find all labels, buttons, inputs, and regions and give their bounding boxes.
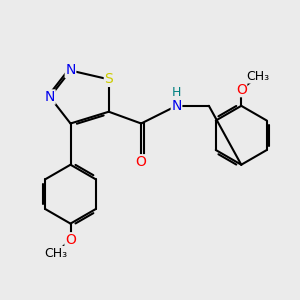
Text: CH₃: CH₃ [246,70,269,83]
Text: H: H [172,86,181,99]
Text: CH₃: CH₃ [44,247,67,260]
Text: S: S [104,72,113,86]
Text: N: N [171,99,182,113]
Text: O: O [136,155,147,169]
Text: N: N [65,64,76,77]
Text: O: O [65,233,76,247]
Text: O: O [236,82,247,97]
Text: N: N [45,90,55,104]
